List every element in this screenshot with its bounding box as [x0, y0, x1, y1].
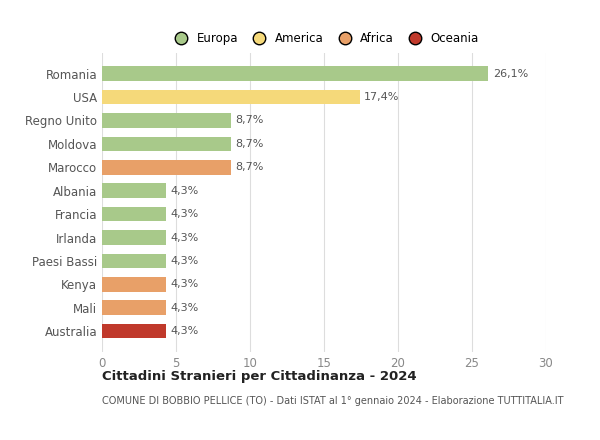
Text: 4,3%: 4,3%: [170, 326, 199, 336]
Bar: [102, 183, 166, 198]
Bar: [102, 160, 231, 175]
Text: COMUNE DI BOBBIO PELLICE (TO) - Dati ISTAT al 1° gennaio 2024 - Elaborazione TUT: COMUNE DI BOBBIO PELLICE (TO) - Dati IST…: [102, 396, 563, 406]
Text: 8,7%: 8,7%: [235, 115, 263, 125]
Legend: Europa, America, Africa, Oceania: Europa, America, Africa, Oceania: [166, 29, 482, 49]
Bar: [102, 207, 166, 221]
Text: 4,3%: 4,3%: [170, 232, 199, 242]
Text: 4,3%: 4,3%: [170, 279, 199, 290]
Bar: [102, 254, 166, 268]
Bar: [102, 277, 166, 292]
Bar: [102, 113, 231, 128]
Text: 4,3%: 4,3%: [170, 303, 199, 313]
Bar: [102, 230, 166, 245]
Bar: [102, 137, 231, 151]
Bar: [102, 301, 166, 315]
Text: 17,4%: 17,4%: [364, 92, 400, 102]
Text: 4,3%: 4,3%: [170, 186, 199, 196]
Text: 4,3%: 4,3%: [170, 256, 199, 266]
Text: Cittadini Stranieri per Cittadinanza - 2024: Cittadini Stranieri per Cittadinanza - 2…: [102, 370, 416, 383]
Bar: [102, 324, 166, 338]
Text: 8,7%: 8,7%: [235, 162, 263, 172]
Bar: [102, 90, 359, 104]
Text: 26,1%: 26,1%: [493, 69, 528, 79]
Bar: [102, 66, 488, 81]
Text: 4,3%: 4,3%: [170, 209, 199, 219]
Text: 8,7%: 8,7%: [235, 139, 263, 149]
